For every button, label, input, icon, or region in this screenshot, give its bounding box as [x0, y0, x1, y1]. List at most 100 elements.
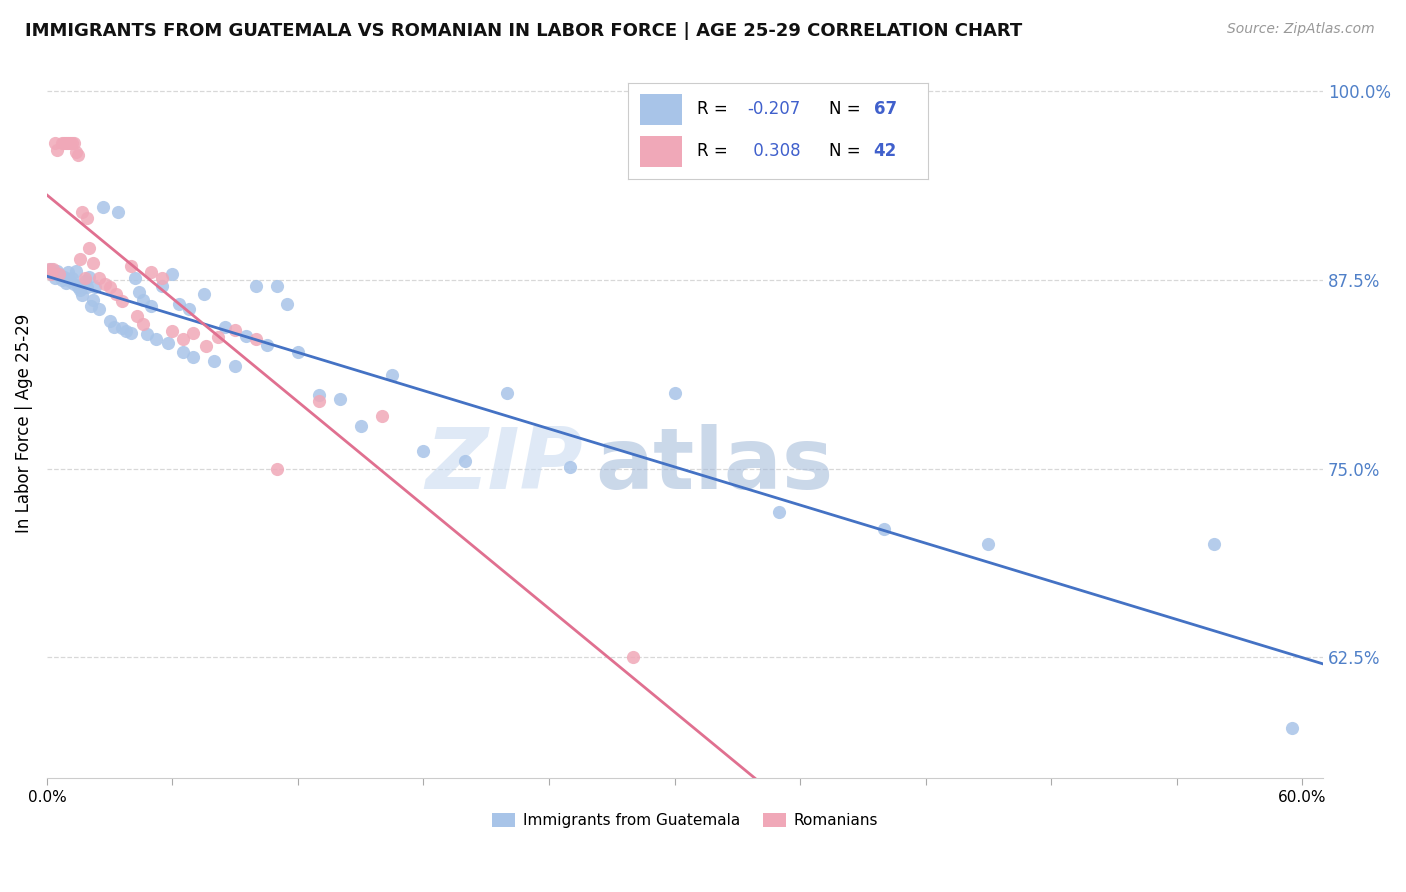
Point — [72, 288, 94, 302]
Point — [193, 286, 215, 301]
Point — [768, 506, 790, 520]
Point — [60, 136, 83, 150]
Text: atlas: atlas — [596, 425, 834, 508]
Point — [98, 314, 121, 328]
Point — [51, 273, 73, 287]
Point — [89, 271, 111, 285]
Point — [1281, 722, 1303, 736]
Point — [39, 267, 62, 281]
Point — [179, 301, 201, 316]
Point — [224, 323, 246, 337]
Point — [124, 271, 146, 285]
Point — [51, 136, 73, 150]
Point — [873, 522, 896, 536]
Point — [82, 293, 104, 307]
Point — [107, 205, 129, 219]
Point — [104, 286, 127, 301]
Point — [235, 328, 257, 343]
Point — [115, 324, 138, 338]
Point — [162, 267, 184, 281]
Point — [621, 650, 644, 665]
Point — [77, 269, 100, 284]
Point — [77, 241, 100, 255]
Point — [65, 264, 87, 278]
Point — [329, 392, 352, 407]
Point — [39, 262, 62, 277]
Point — [103, 319, 125, 334]
Point — [93, 201, 115, 215]
Point — [183, 350, 205, 364]
Point — [80, 299, 103, 313]
Point — [141, 299, 163, 313]
Point — [172, 345, 194, 359]
Point — [194, 339, 217, 353]
Point — [496, 386, 519, 401]
Point — [150, 279, 173, 293]
Point — [42, 262, 65, 277]
Point — [52, 269, 75, 284]
Point — [48, 267, 70, 281]
Point — [76, 211, 98, 225]
Point — [55, 136, 77, 150]
Point — [56, 265, 79, 279]
Point — [98, 280, 121, 294]
Point — [256, 338, 278, 352]
Point — [44, 271, 66, 285]
Point — [65, 145, 87, 159]
Text: IMMIGRANTS FROM GUATEMALA VS ROMANIAN IN LABOR FORCE | AGE 25-29 CORRELATION CHA: IMMIGRANTS FROM GUATEMALA VS ROMANIAN IN… — [25, 22, 1022, 40]
Point — [73, 275, 96, 289]
Point — [977, 537, 1000, 551]
Point — [63, 136, 86, 150]
Point — [69, 284, 91, 298]
Point — [76, 280, 98, 294]
Point — [120, 260, 142, 274]
Point — [162, 324, 184, 338]
Point — [42, 267, 65, 281]
Legend: Immigrants from Guatemala, Romanians: Immigrants from Guatemala, Romanians — [486, 807, 884, 834]
Point — [67, 147, 90, 161]
Point — [67, 280, 90, 294]
Point — [73, 271, 96, 285]
Point — [46, 264, 69, 278]
Point — [52, 136, 75, 150]
Point — [132, 293, 155, 307]
Point — [111, 294, 134, 309]
Point — [276, 297, 298, 311]
Point — [125, 309, 148, 323]
Point — [38, 262, 60, 277]
Point — [136, 327, 159, 342]
Point — [412, 443, 434, 458]
Point — [128, 285, 150, 299]
Text: Source: ZipAtlas.com: Source: ZipAtlas.com — [1227, 22, 1375, 37]
Point — [172, 332, 194, 346]
Point — [141, 265, 163, 279]
Point — [1204, 537, 1226, 551]
Point — [245, 332, 267, 346]
Point — [120, 326, 142, 340]
Point — [69, 252, 91, 266]
Text: ZIP: ZIP — [425, 425, 583, 508]
Point — [183, 326, 205, 340]
Point — [350, 419, 373, 434]
Point — [111, 321, 134, 335]
Point — [308, 387, 330, 401]
Point — [84, 280, 107, 294]
Point — [370, 409, 392, 423]
Point — [224, 359, 246, 373]
Point — [55, 276, 77, 290]
Point — [245, 279, 267, 293]
Point — [167, 297, 190, 311]
Point — [56, 136, 79, 150]
Point — [72, 205, 94, 219]
Point — [454, 454, 477, 468]
Point — [308, 393, 330, 408]
Point — [94, 277, 117, 292]
Point — [287, 345, 309, 359]
Point — [59, 275, 82, 289]
Point — [150, 271, 173, 285]
Point — [46, 143, 69, 157]
Point — [48, 268, 70, 283]
Point — [157, 336, 180, 351]
Point — [63, 277, 86, 292]
Point — [266, 279, 288, 293]
